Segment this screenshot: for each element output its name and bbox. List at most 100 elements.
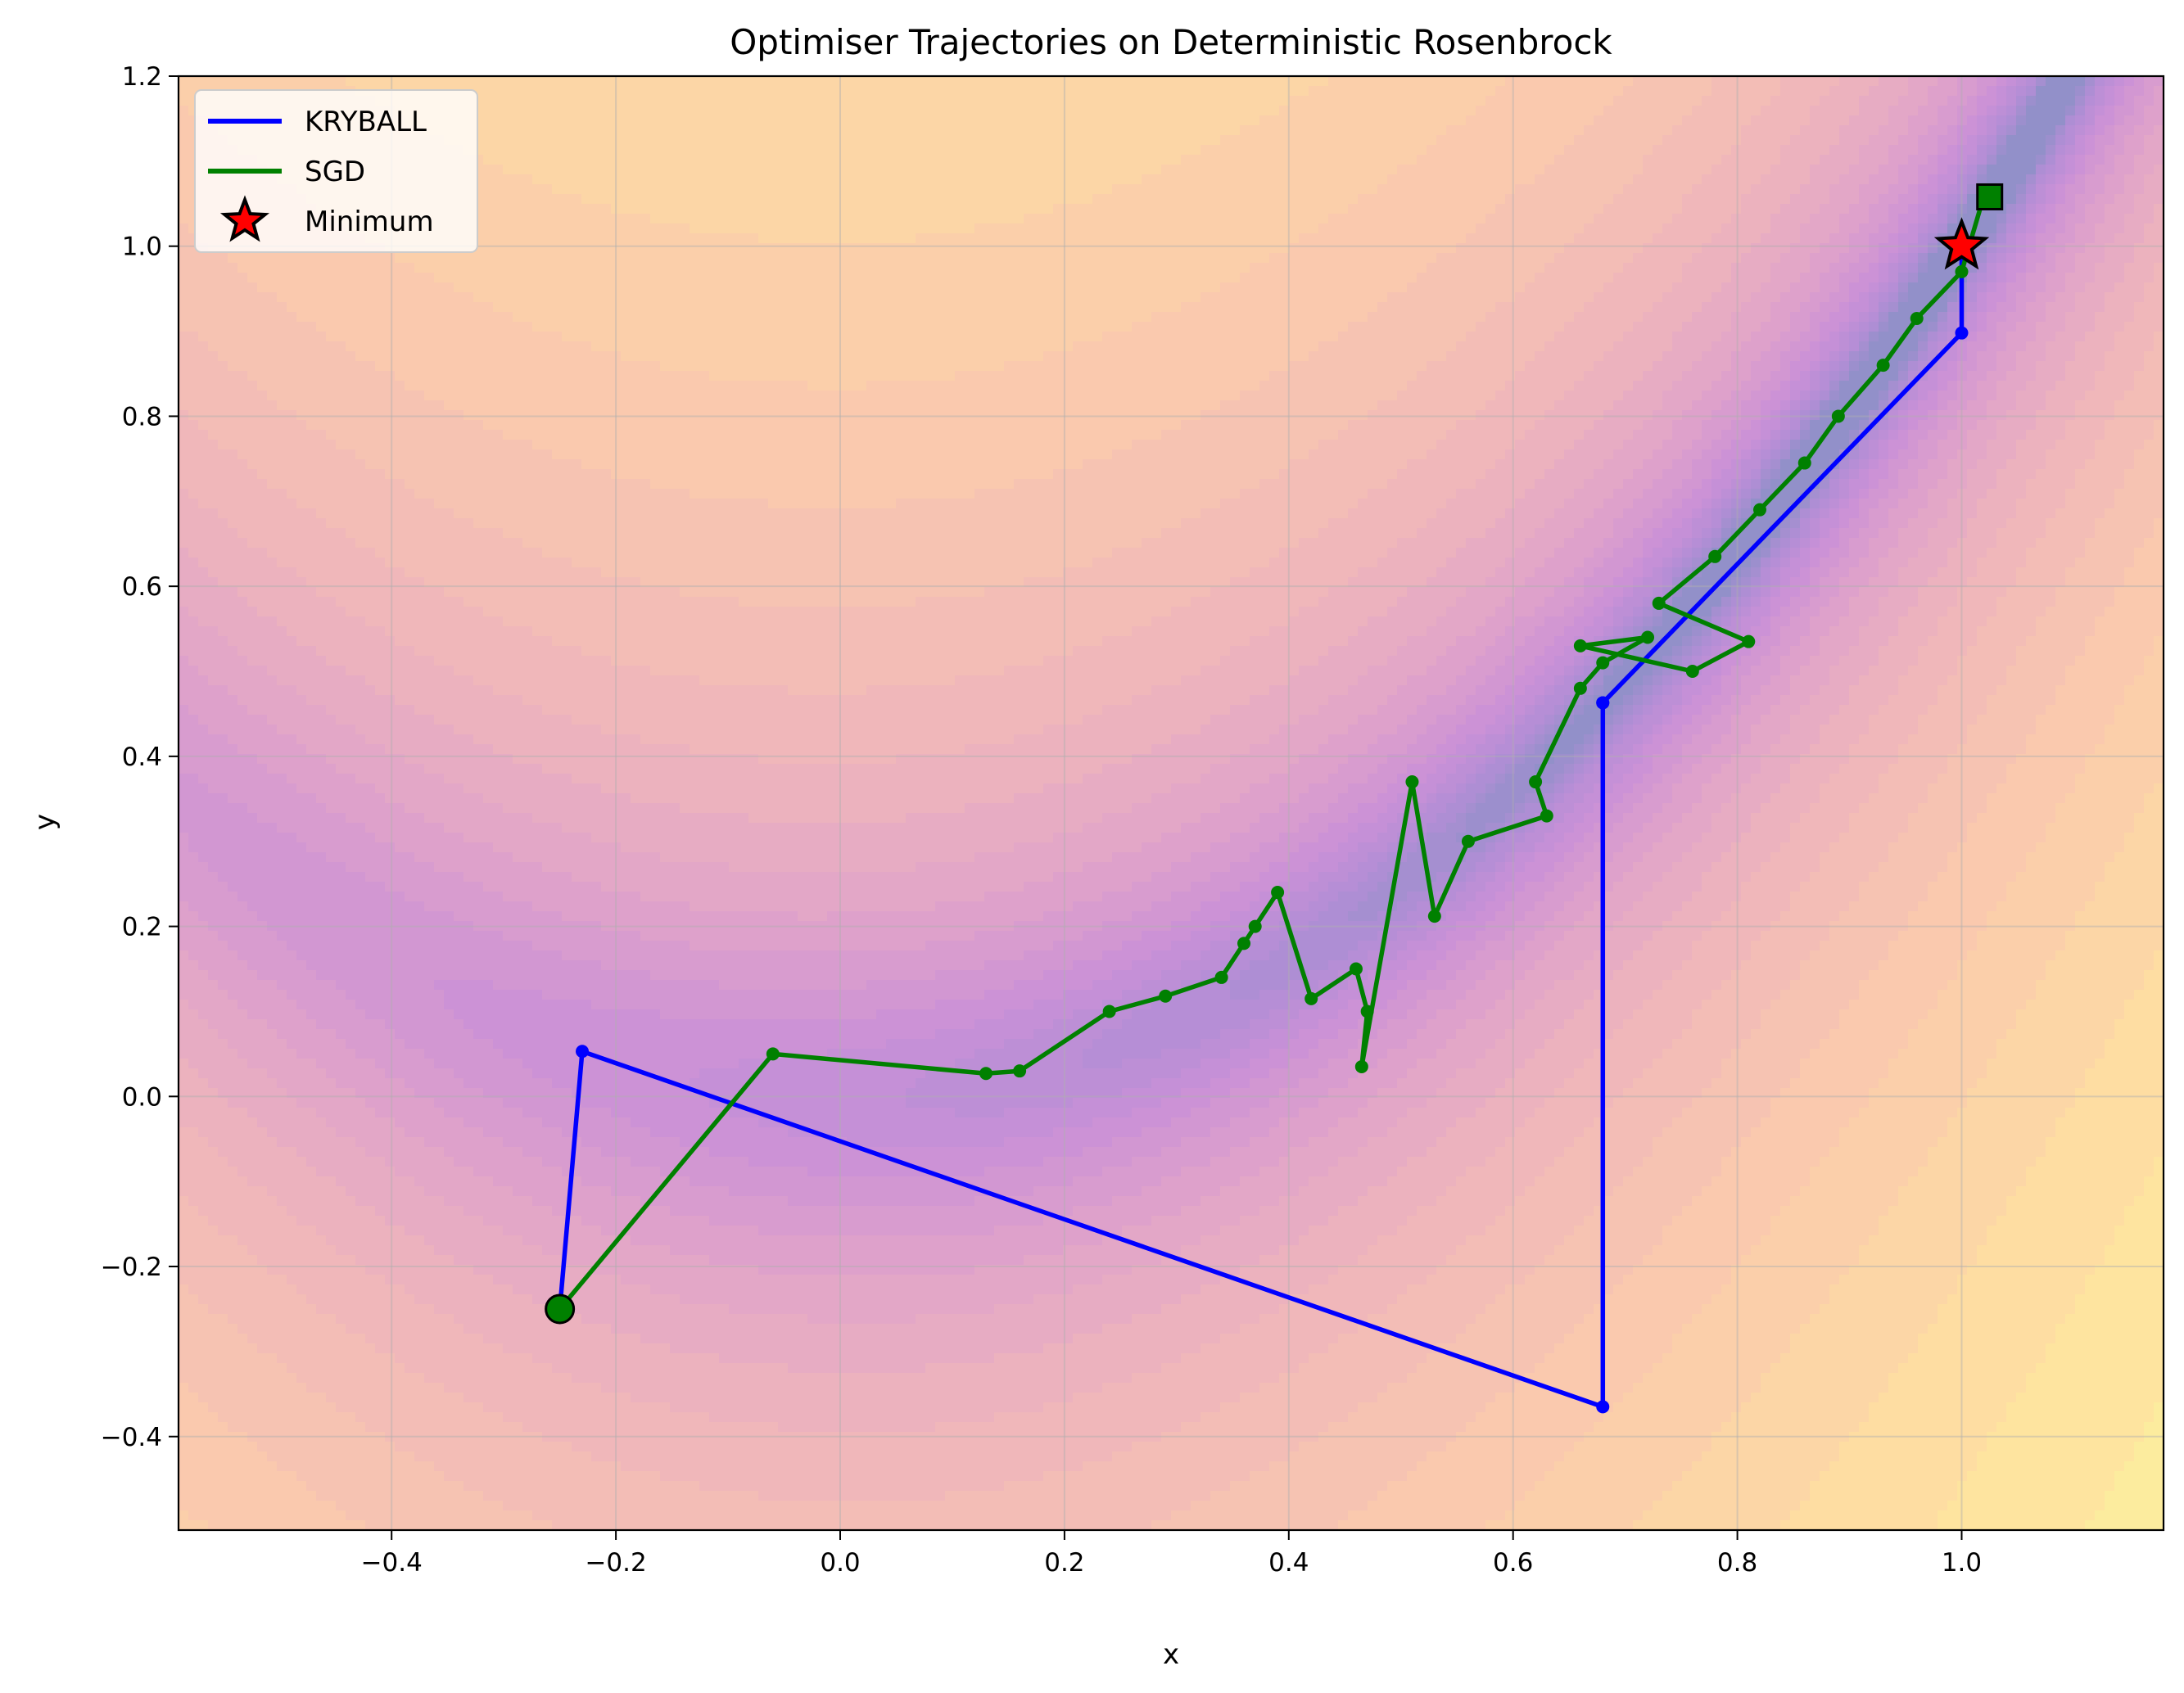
contour-cell xyxy=(1289,184,1300,195)
contour-cell xyxy=(709,233,720,244)
contour-cell xyxy=(2026,194,2037,205)
contour-cell xyxy=(1122,204,1133,214)
contour-cell xyxy=(1161,282,1172,293)
contour-cell xyxy=(886,96,897,106)
contour-cell xyxy=(2006,184,2017,195)
contour-cell xyxy=(1584,253,1594,264)
contour-cell xyxy=(1525,135,1535,146)
contour-cell xyxy=(1564,214,1575,224)
contour-cell xyxy=(1033,155,1044,165)
contour-cell xyxy=(945,273,956,283)
contour-cell xyxy=(1721,253,1732,264)
contour-cell xyxy=(886,115,897,126)
contour-cell xyxy=(1574,184,1585,195)
contour-cell xyxy=(1004,263,1015,273)
contour-cell xyxy=(1996,106,2007,116)
contour-cell xyxy=(1682,96,1693,106)
contour-cell xyxy=(1161,214,1172,224)
contour-cell xyxy=(1220,273,1231,283)
contour-cell xyxy=(237,302,248,313)
contour-cell xyxy=(1761,273,1771,283)
contour-cell xyxy=(1427,76,1437,87)
contour-cell xyxy=(1485,243,1496,254)
contour-cell xyxy=(709,135,720,146)
contour-cell xyxy=(1132,214,1142,224)
contour-cell xyxy=(1476,223,1486,234)
contour-cell xyxy=(690,194,700,205)
contour-cell xyxy=(847,184,857,195)
contour-cell xyxy=(1348,125,1359,136)
contour-cell xyxy=(1505,125,1516,136)
contour-cell xyxy=(798,76,808,87)
contour-cell xyxy=(984,194,995,205)
contour-cell xyxy=(925,135,936,146)
contour-cell xyxy=(1456,115,1467,126)
contour-cell xyxy=(1839,86,1850,97)
contour-cell xyxy=(2154,223,2164,234)
contour-cell xyxy=(935,194,946,205)
contour-cell xyxy=(601,165,612,175)
contour-cell xyxy=(1240,253,1250,264)
contour-cell xyxy=(2085,96,2096,106)
contour-cell xyxy=(2036,106,2046,116)
contour-cell xyxy=(670,125,681,136)
contour-cell xyxy=(1485,184,1496,195)
contour-cell xyxy=(1417,233,1427,244)
contour-cell xyxy=(1151,312,1162,323)
contour-cell xyxy=(179,106,189,116)
contour-cell xyxy=(1427,214,1437,224)
contour-cell xyxy=(2026,106,2037,116)
contour-cell xyxy=(1171,125,1182,136)
contour-cell xyxy=(179,125,189,136)
contour-cell xyxy=(1328,96,1339,106)
contour-cell xyxy=(1358,292,1368,303)
contour-cell xyxy=(1918,135,1929,146)
contour-cell xyxy=(1908,223,1919,234)
contour-cell xyxy=(994,76,1005,87)
contour-cell xyxy=(1977,86,1987,97)
contour-cell xyxy=(1014,223,1024,234)
contour-cell xyxy=(1309,233,1319,244)
contour-cell xyxy=(1584,96,1594,106)
contour-cell xyxy=(1633,204,1644,214)
contour-cell xyxy=(1810,184,1820,195)
contour-cell xyxy=(837,86,848,97)
contour-cell xyxy=(925,204,936,214)
contour-cell xyxy=(552,96,563,106)
contour-cell xyxy=(1387,135,1398,146)
contour-cell xyxy=(1908,106,1919,116)
contour-cell xyxy=(1888,214,1899,224)
contour-cell xyxy=(1476,243,1486,254)
contour-cell xyxy=(1289,155,1300,165)
contour-cell xyxy=(385,292,396,303)
contour-cell xyxy=(1024,253,1034,264)
contour-cell xyxy=(365,76,376,87)
contour-cell xyxy=(788,243,798,254)
contour-cell xyxy=(896,86,907,97)
contour-cell xyxy=(1711,243,1722,254)
contour-cell xyxy=(1368,194,1378,205)
contour-cell xyxy=(827,233,838,244)
contour-cell xyxy=(1574,233,1585,244)
contour-cell xyxy=(1328,125,1339,136)
contour-cell xyxy=(1741,194,1752,205)
contour-cell xyxy=(984,223,995,234)
contour-cell xyxy=(778,302,789,313)
contour-cell xyxy=(346,282,356,293)
contour-cell xyxy=(739,243,749,254)
contour-cell xyxy=(1485,302,1496,313)
contour-cell xyxy=(1662,204,1673,214)
contour-cell xyxy=(1633,273,1644,283)
contour-cell xyxy=(1318,263,1329,273)
contour-cell xyxy=(1309,145,1319,156)
contour-cell xyxy=(601,233,612,244)
contour-cell xyxy=(1456,155,1467,165)
contour-cell xyxy=(660,155,671,165)
contour-cell xyxy=(916,115,926,126)
contour-cell xyxy=(798,302,808,313)
contour-cell xyxy=(1427,165,1437,175)
contour-cell xyxy=(876,184,887,195)
contour-cell xyxy=(798,96,808,106)
contour-cell xyxy=(1309,223,1319,234)
contour-cell xyxy=(1309,243,1319,254)
